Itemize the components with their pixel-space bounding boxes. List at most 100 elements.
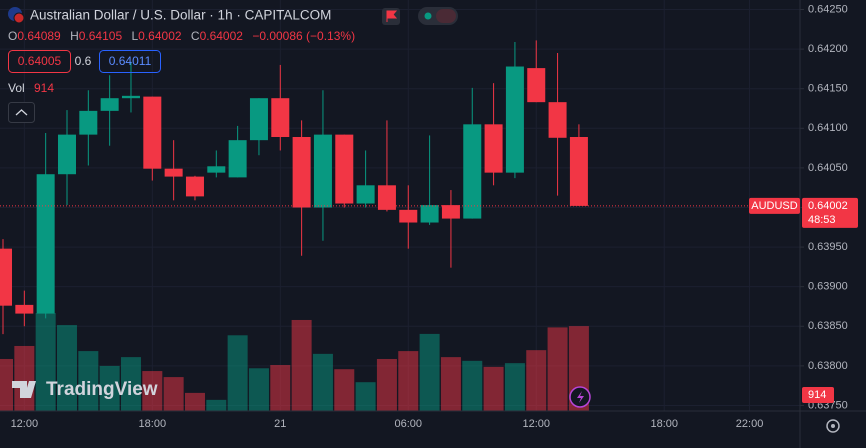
candle-body xyxy=(527,68,546,103)
x-tick-label: 06:00 xyxy=(395,418,423,430)
volume-bar xyxy=(99,365,120,411)
volume-bar xyxy=(270,365,291,411)
volume-bar xyxy=(355,382,376,411)
candle-body xyxy=(164,168,183,177)
volume-bar xyxy=(35,313,56,411)
chart-title: Australian Dollar / U.S. Dollar · 1h · C… xyxy=(30,8,331,23)
candle-body xyxy=(441,205,460,219)
y-tick-label: 0.64100 xyxy=(808,122,848,134)
ask-box[interactable] xyxy=(99,50,161,73)
volume-bar xyxy=(14,345,35,411)
candle-body xyxy=(57,134,76,175)
symbol-label-box xyxy=(749,197,800,214)
collapse-button[interactable] xyxy=(8,102,35,123)
symbol-label: AUDUSD xyxy=(751,200,798,212)
y-tick-label: 0.63850 xyxy=(808,320,848,332)
volume-value: 914 xyxy=(34,81,54,95)
y-tick-label: 0.63800 xyxy=(808,360,848,372)
logo-mark xyxy=(29,381,35,387)
legend-letter: H xyxy=(70,29,79,43)
candle-body xyxy=(185,176,204,197)
legend-letter: C xyxy=(191,29,200,43)
candles xyxy=(0,40,800,335)
volume-bar xyxy=(142,371,163,411)
candle-body xyxy=(143,96,162,169)
volume-bar xyxy=(526,350,547,411)
bid-box[interactable] xyxy=(8,50,71,73)
volume-bar xyxy=(547,327,568,411)
volume-bar xyxy=(56,325,77,411)
x-tick-label: 22:00 xyxy=(736,418,764,430)
candle-body xyxy=(79,110,98,135)
y-tick-label: 0.64150 xyxy=(808,83,848,95)
candle-body xyxy=(292,137,311,208)
candle-body xyxy=(548,102,567,138)
countdown: 48:53 xyxy=(808,214,836,226)
chevron xyxy=(15,109,28,116)
volume-bar xyxy=(78,351,99,411)
time-axis: 12:00 18:00 21 06:00 12:00 18:00 22:00 xyxy=(11,418,764,430)
volume-bar xyxy=(248,368,269,411)
volume-bar xyxy=(120,357,141,411)
volume-bar xyxy=(504,363,525,411)
volume-pane xyxy=(0,313,589,411)
candle-body xyxy=(420,205,439,223)
legend-letter: O xyxy=(8,29,17,43)
volume-bar xyxy=(291,319,312,411)
x-tick-label: 18:00 xyxy=(139,418,167,430)
volume-bar xyxy=(419,333,440,411)
legend-value: 0.64002 xyxy=(138,29,182,43)
x-tick-label: 21 xyxy=(274,418,286,430)
volume-bar xyxy=(398,351,419,411)
legend-value: 0.64002 xyxy=(200,29,244,43)
candle-body xyxy=(377,185,396,210)
candle-body xyxy=(207,166,226,173)
candle-body xyxy=(271,98,290,137)
volume-bar xyxy=(163,377,184,411)
candle-body xyxy=(569,137,588,206)
candle-body xyxy=(335,134,354,204)
volume-bar xyxy=(462,360,483,411)
y-tick-label: 0.63950 xyxy=(808,241,848,253)
volume-bar xyxy=(376,358,397,411)
candle-body xyxy=(356,185,375,204)
candle-body xyxy=(0,248,12,306)
y-tick-label: 0.64050 xyxy=(808,162,848,174)
candle-body xyxy=(399,209,418,223)
spread: 0.6 xyxy=(75,54,92,68)
candle-body xyxy=(313,134,332,208)
candle-body xyxy=(484,124,503,173)
candle-body xyxy=(463,124,482,219)
toggle-knob xyxy=(436,9,456,23)
settings-button[interactable] xyxy=(826,419,840,433)
volume-bar xyxy=(206,399,227,411)
y-tick-label: 0.63900 xyxy=(808,281,848,293)
flag-icon xyxy=(13,12,25,24)
watermark: TradingView xyxy=(46,379,158,400)
candle-body xyxy=(15,304,34,314)
volume-label-box xyxy=(802,387,834,403)
candle-body xyxy=(121,95,140,99)
volume-title: Vol xyxy=(8,81,25,95)
x-tick-label: 12:00 xyxy=(11,418,39,430)
y-tick-label: 0.64250 xyxy=(808,3,848,15)
y-tick-label: 0.64200 xyxy=(808,43,848,55)
candle-body xyxy=(100,98,119,111)
candle-body xyxy=(249,98,268,141)
volume-bar xyxy=(312,353,333,411)
legend-value: 0.64089 xyxy=(17,29,61,43)
volume-label: 914 xyxy=(808,389,826,401)
legend-change-pct: (−0.13%) xyxy=(306,29,355,43)
x-tick-label: 18:00 xyxy=(650,418,678,430)
volume-bar xyxy=(227,335,248,411)
price-label-box xyxy=(802,197,858,228)
overlay: Australian Dollar / U.S. Dollar · 1h · C… xyxy=(8,7,858,433)
x-tick-label: 12:00 xyxy=(522,418,550,430)
volume-bar xyxy=(483,366,504,411)
volume-bar xyxy=(0,358,13,411)
settings-icon xyxy=(831,424,835,428)
flag-icon xyxy=(386,10,398,22)
volume-bar xyxy=(334,369,355,411)
